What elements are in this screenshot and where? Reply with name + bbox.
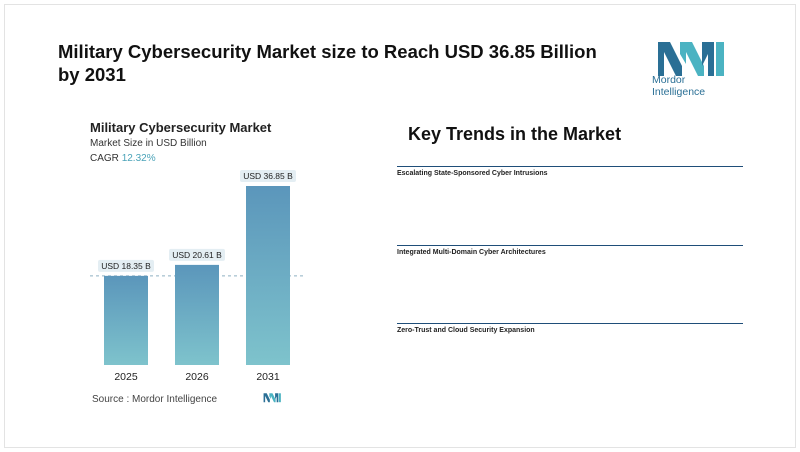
- cagr-value: 12.32%: [121, 153, 156, 164]
- data-label-bg-2026: [169, 248, 225, 261]
- data-label-2026: USD 20.61 B: [172, 250, 222, 260]
- mordor-intelligence-logo-icon: [658, 42, 724, 76]
- bar-2031: [246, 186, 290, 365]
- chart-subtitle: Market Size in USD Billion: [90, 138, 207, 149]
- trend-item-1: Escalating State-Sponsored Cyber Intrusi…: [397, 166, 743, 177]
- trends-title: Key Trends in the Market: [408, 124, 622, 144]
- bar-2025: [104, 275, 148, 365]
- page-title: Military Cybersecurity Market size to Re…: [58, 41, 597, 85]
- report-frame: [4, 4, 796, 448]
- category-label-2031: 2031: [256, 371, 280, 383]
- source-text: Source : Mordor Intelligence: [92, 394, 218, 405]
- category-label-2025: 2025: [114, 371, 138, 383]
- data-label-2025: USD 18.35 B: [101, 261, 151, 271]
- cagr-label: CAGR: [90, 153, 119, 164]
- logo-text: Mordor Intelligence: [652, 74, 706, 98]
- data-label-bg-2025: [98, 259, 154, 272]
- data-label-bg-2031: [240, 170, 296, 182]
- trend-item-2: Integrated Multi-Domain Cyber Architectu…: [397, 245, 743, 256]
- bar-2026: [175, 264, 219, 365]
- category-label-2026: 2026: [185, 371, 209, 383]
- trend-item-3: Zero-Trust and Cloud Security Expansion: [397, 323, 743, 334]
- data-label-2031: USD 36.85 B: [243, 171, 293, 181]
- cagr-text: CAGR 12.32%: [90, 153, 156, 164]
- source-logo-icon: [263, 393, 281, 403]
- chart-title: Military Cybersecurity Market: [90, 120, 272, 135]
